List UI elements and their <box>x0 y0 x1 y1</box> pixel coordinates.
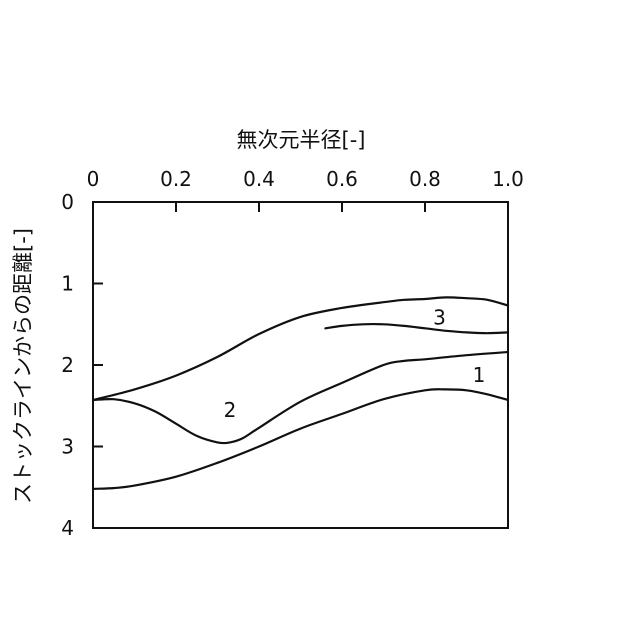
curve-1 <box>93 389 508 489</box>
curve-label: 3 <box>433 306 446 330</box>
curve-label: 1 <box>473 363 486 387</box>
y-tick-label: 0 <box>61 190 74 214</box>
x-tick-label: 0.6 <box>326 167 358 191</box>
y-tick-label: 4 <box>61 516 74 540</box>
y-tick-label: 1 <box>61 272 74 296</box>
y-tick-label: 2 <box>61 353 74 377</box>
x-tick-label: 0.4 <box>243 167 275 191</box>
y-ticks: 0 1 2 3 4 <box>61 190 103 540</box>
x-axis-label: 無次元半径[-] <box>237 128 366 152</box>
x-tick-label: 0.8 <box>409 167 441 191</box>
x-tick-label: 0 <box>87 167 100 191</box>
y-axis-label: ストックラインからの距離[-] <box>11 228 35 504</box>
x-tick-label: 1.0 <box>492 167 524 191</box>
curve-label: 2 <box>224 398 237 422</box>
y-tick-label: 3 <box>61 435 74 459</box>
plot-frame <box>93 202 508 528</box>
annotations: 1 2 3 <box>224 306 486 422</box>
curve-4 <box>325 324 508 333</box>
x-tick-label: 0.2 <box>160 167 192 191</box>
x-ticks: 0 0.2 0.4 0.6 0.8 1.0 <box>87 167 524 212</box>
